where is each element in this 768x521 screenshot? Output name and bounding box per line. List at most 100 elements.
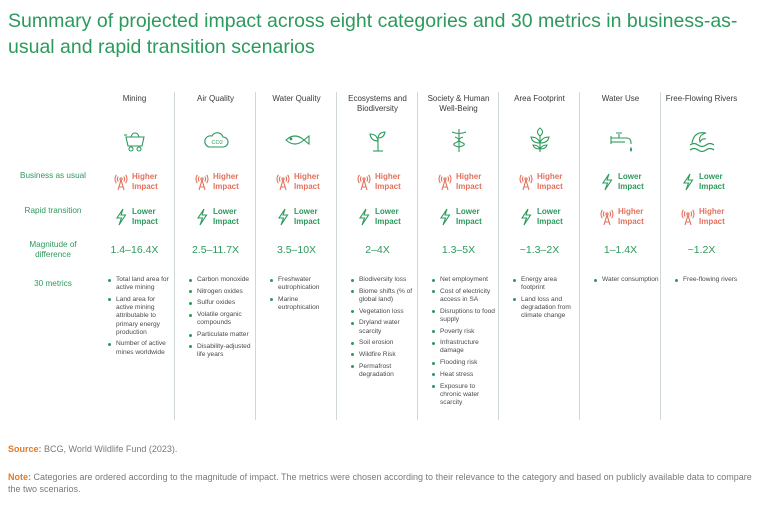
category-column: Free-Flowing Rivers Lower Impact Higher Im… [661, 90, 742, 422]
category-column: Ecosystems and Biodiversity Higher Impact… [337, 90, 418, 422]
category-name: Mining [122, 94, 147, 103]
category-name: Ecosystems and Biodiversity [348, 94, 407, 113]
svg-text:CO2: CO2 [212, 140, 223, 146]
category-name: Society & Human Well-Being [427, 94, 490, 113]
radio-tower-icon [195, 173, 209, 191]
radio-tower-icon [600, 208, 614, 226]
impact-label: Higher Impact [294, 172, 320, 191]
impact-label: Lower Impact [132, 207, 158, 226]
impact-label: Higher Impact [699, 207, 725, 226]
row-label-rapid-transition: Rapid transition [24, 206, 82, 215]
category-name: Water Use [601, 94, 640, 103]
magnitude-value: 2.5–11.7X [191, 244, 240, 256]
magnitude-value: ~1.3–2X [519, 244, 560, 256]
impact-label: Lower Impact [537, 207, 563, 226]
metric-item: Heat stress [432, 371, 498, 379]
source-label: Source: [8, 444, 42, 454]
metric-item: Number of active mines worldwide [108, 340, 174, 356]
metric-item: Energy area footprint [513, 276, 579, 292]
impact-label: Lower Impact [699, 172, 725, 191]
metric-item: Flooding risk [432, 359, 498, 367]
metric-item: Land area for active mining attributable… [108, 296, 174, 337]
column-divider [579, 92, 580, 420]
column-divider [255, 92, 256, 420]
metric-item: Freshwater eutrophication [270, 276, 336, 292]
rapid-transition-impact: Higher Impact [681, 206, 741, 230]
sprout-icon [363, 125, 393, 155]
leaf-plant-icon [525, 125, 555, 155]
rapid-transition-impact: Higher Impact [600, 206, 660, 230]
column-divider [174, 92, 175, 420]
source-text: BCG, World Wildlife Fund (2023). [44, 444, 178, 454]
impact-label: Higher Impact [618, 207, 644, 226]
lightning-bolt-icon [357, 208, 371, 226]
magnitude-value: 3.5–10X [276, 244, 317, 256]
lightning-bolt-icon [681, 173, 695, 191]
note-text: Categories are ordered according to the … [8, 472, 752, 494]
impact-label: Lower Impact [294, 207, 320, 226]
impact-label: Higher Impact [213, 172, 239, 191]
magnitude-value: 1–1.4X [603, 244, 638, 256]
metric-item: Poverty risk [432, 328, 498, 336]
business-as-usual-impact: Higher Impact [438, 171, 498, 195]
page-title: Summary of projected impact across eight… [8, 10, 738, 58]
impact-label: Lower Impact [375, 207, 401, 226]
metrics-list: Energy area footprint Land loss and degra… [513, 276, 579, 324]
radio-tower-icon [357, 173, 371, 191]
category-column: Area Footprint Higher Impact Lower Impact ~… [499, 90, 580, 422]
metric-item: Disruptions to food supply [432, 308, 498, 324]
mine-cart-icon [120, 125, 150, 155]
column-divider [498, 92, 499, 420]
metric-item: Free-flowing rivers [675, 276, 741, 284]
metric-item: Nitrogen oxides [189, 288, 255, 296]
category-column: Mining Higher Impact Lower Impact 1.4–16.4X… [94, 90, 175, 422]
metric-item: Biome shifts (% of global land) [351, 288, 417, 304]
impact-label: Higher Impact [132, 172, 158, 191]
metric-item: Carbon monoxide [189, 276, 255, 284]
metric-item: Volatile organic compounds [189, 311, 255, 327]
metrics-list: Water consumption [594, 276, 660, 288]
metric-item: Particulate matter [189, 331, 255, 339]
radio-tower-icon [681, 208, 695, 226]
business-as-usual-impact: Higher Impact [114, 171, 174, 195]
metrics-list: Carbon monoxide Nitrogen oxides Sulfur oxi… [189, 276, 255, 363]
caduceus-icon [444, 125, 474, 155]
metric-item: Sulfur oxides [189, 299, 255, 307]
metric-item: Wildfire Risk [351, 351, 417, 359]
lightning-bolt-icon [438, 208, 452, 226]
rapid-transition-impact: Lower Impact [114, 206, 174, 230]
metric-item: Soil erosion [351, 339, 417, 347]
impact-label: Lower Impact [618, 172, 644, 191]
rapid-transition-impact: Lower Impact [276, 206, 336, 230]
metric-item: Infrastructure damage [432, 339, 498, 355]
impact-label: Lower Impact [456, 207, 482, 226]
metrics-list: Free-flowing rivers [675, 276, 741, 288]
lightning-bolt-icon [600, 173, 614, 191]
row-label-business-as-usual: Business as usual [20, 171, 86, 180]
metrics-list: Total land area for active mining Land ar… [108, 276, 174, 360]
impact-label: Higher Impact [456, 172, 482, 191]
metric-item: Water consumption [594, 276, 660, 284]
row-label-magnitude: Magnitude of difference [29, 240, 77, 259]
magnitude-value: ~1.2X [687, 244, 716, 256]
source-line: Source: BCG, World Wildlife Fund (2023). [8, 444, 177, 454]
wave-icon [687, 125, 717, 155]
radio-tower-icon [438, 173, 452, 191]
metric-item: Dryland water scarcity [351, 319, 417, 335]
faucet-icon [606, 125, 636, 155]
category-column: Air Quality CO2 Higher Impact Lower Impact 2… [175, 90, 256, 422]
lightning-bolt-icon [195, 208, 209, 226]
cloud-co2-icon: CO2 [201, 125, 231, 155]
row-label-metrics: 30 metrics [34, 279, 72, 288]
lightning-bolt-icon [519, 208, 533, 226]
column-divider [417, 92, 418, 420]
lightning-bolt-icon [114, 208, 128, 226]
metrics-list: Net employment Cost of electricity access… [432, 276, 498, 411]
category-column: Water Quality Higher Impact Lower Impact 3.… [256, 90, 337, 422]
metric-item: Biodiversity loss [351, 276, 417, 284]
metric-item: Exposure to chronic water scarcity [432, 383, 498, 408]
category-name: Area Footprint [514, 94, 565, 103]
metric-item: Land loss and degradation from climate c… [513, 296, 579, 321]
metric-item: Total land area for active mining [108, 276, 174, 292]
radio-tower-icon [519, 173, 533, 191]
